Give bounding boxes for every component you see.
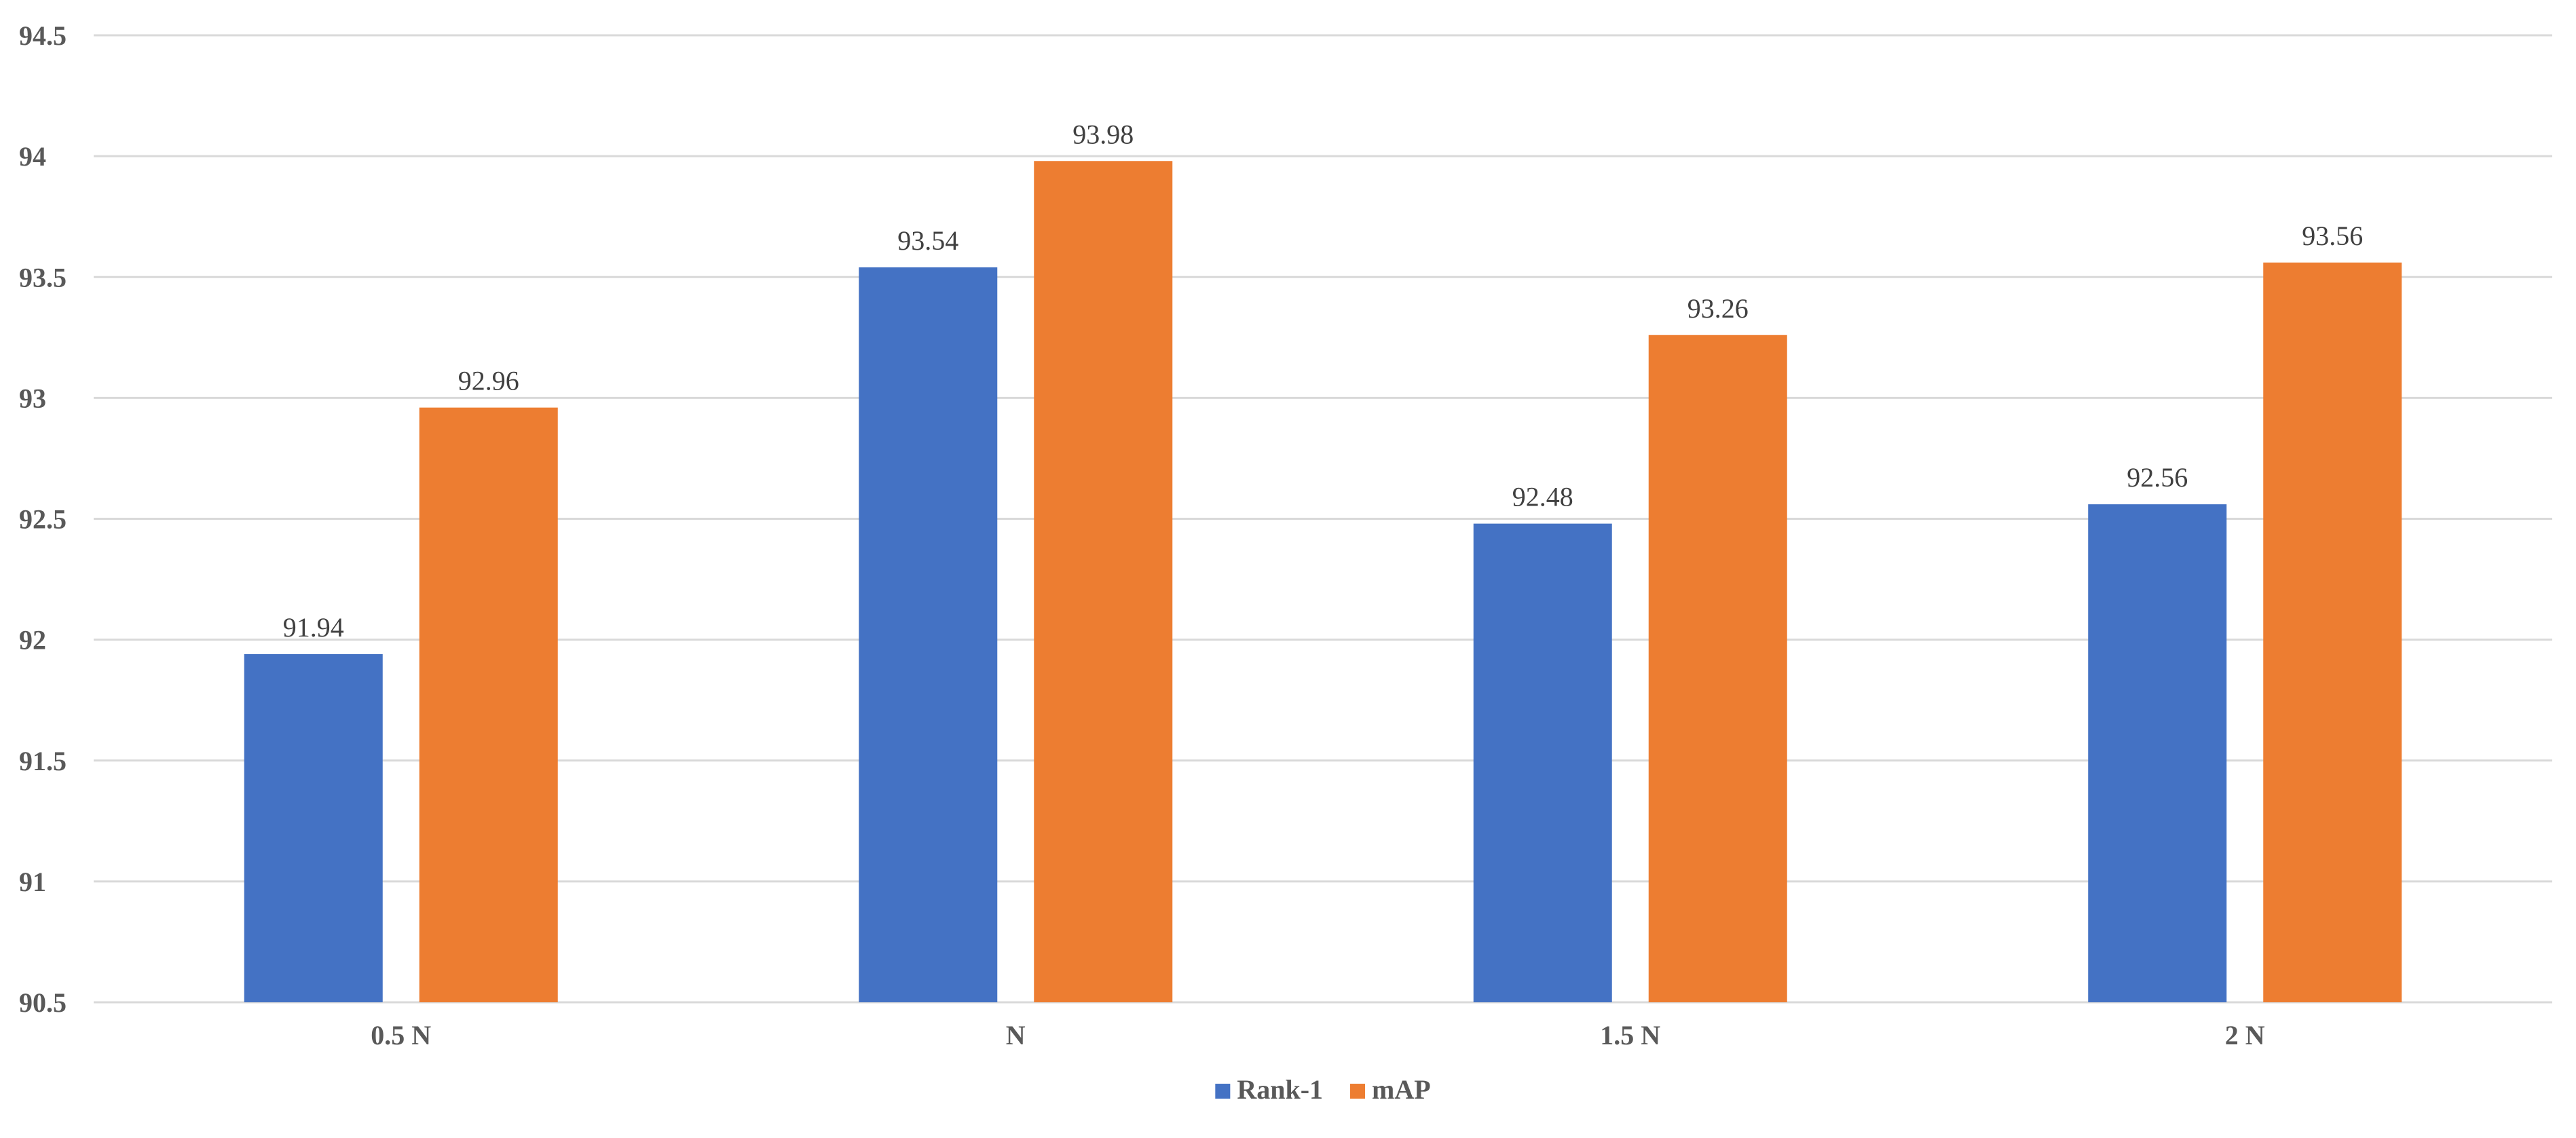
y-tick-label: 93.5 bbox=[19, 262, 67, 292]
bar-rank-1-0 bbox=[244, 654, 383, 1002]
legend-swatch bbox=[1350, 1084, 1366, 1099]
legend-label: Rank-1 bbox=[1237, 1074, 1323, 1105]
y-tick-label: 94.5 bbox=[19, 20, 67, 51]
bar-rank-1-1 bbox=[859, 267, 998, 1002]
bar-rank-1-2 bbox=[1473, 523, 1612, 1002]
y-tick-label: 92 bbox=[19, 625, 46, 656]
bar-rank-1-3 bbox=[2088, 504, 2227, 1002]
legend-item-rank-1: Rank-1 bbox=[1215, 1074, 1323, 1105]
y-axis-tick-labels: 90.5 91 91.5 92 92.5 93 93.5 94 94.5 bbox=[19, 20, 67, 1018]
bar-map-3 bbox=[2263, 262, 2402, 1002]
data-label: 91.94 bbox=[283, 612, 344, 643]
y-tick-label: 91 bbox=[19, 867, 46, 897]
bar-map-2 bbox=[1648, 335, 1787, 1002]
legend: Rank-1 mAP bbox=[1215, 1074, 1431, 1105]
y-tick-label: 91.5 bbox=[19, 746, 67, 776]
data-label: 92.48 bbox=[1512, 482, 1573, 512]
data-label: 92.96 bbox=[458, 366, 519, 396]
bar-map-1 bbox=[1034, 161, 1173, 1002]
legend-label: mAP bbox=[1372, 1074, 1431, 1105]
y-tick-label: 92.5 bbox=[19, 504, 67, 535]
data-label: 93.26 bbox=[1687, 293, 1749, 324]
x-category-label: 2 N bbox=[2225, 1020, 2265, 1050]
data-labels: 91.94 92.96 93.54 93.98 92.48 93.26 92.56 93.56 bbox=[283, 119, 2364, 643]
data-label: 92.56 bbox=[2127, 462, 2188, 493]
x-category-label: 0.5 N bbox=[371, 1020, 431, 1050]
bar-map-0 bbox=[419, 407, 558, 1002]
data-label: 93.56 bbox=[2302, 221, 2363, 251]
data-label: 93.98 bbox=[1072, 119, 1134, 149]
x-axis-category-labels: 0.5 N N 1.5 N 2 N bbox=[371, 1020, 2265, 1050]
data-label: 93.54 bbox=[897, 225, 958, 256]
y-tick-label: 90.5 bbox=[19, 987, 67, 1018]
bars bbox=[244, 161, 2402, 1002]
legend-swatch bbox=[1215, 1084, 1231, 1099]
x-category-label: 1.5 N bbox=[1600, 1020, 1660, 1050]
y-tick-label: 94 bbox=[19, 141, 46, 172]
x-category-label: N bbox=[1006, 1020, 1026, 1050]
y-tick-label: 93 bbox=[19, 383, 46, 413]
legend-item-map: mAP bbox=[1350, 1074, 1431, 1105]
